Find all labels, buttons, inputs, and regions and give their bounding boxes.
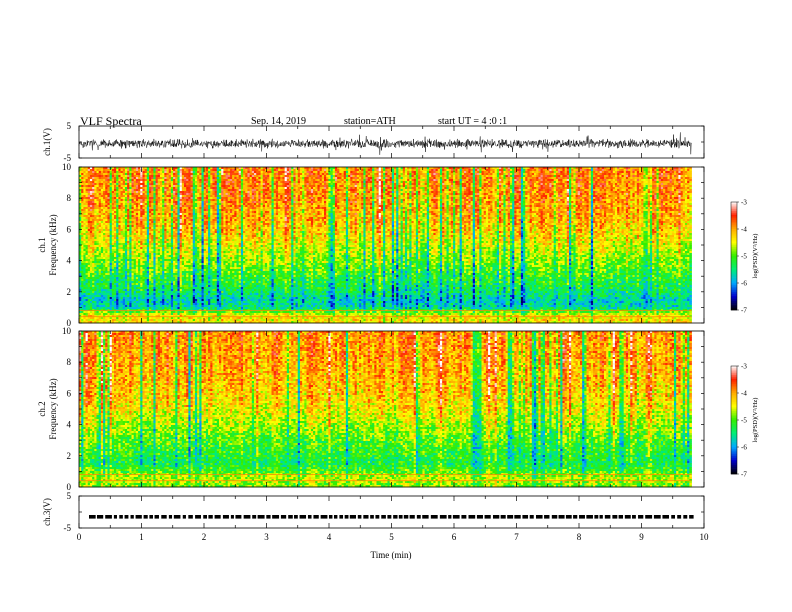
ch1-spectrogram-heatmap: [79, 167, 692, 323]
ch1-waveform-trace: [79, 132, 692, 154]
ch1-waveform-ylabel: ch.1(V): [42, 128, 52, 156]
ch1-waveform-line: [79, 132, 692, 154]
ch1-waveform-panel: 5-5 ch.1(V): [42, 121, 704, 163]
y-tick-label: 5: [67, 121, 72, 131]
